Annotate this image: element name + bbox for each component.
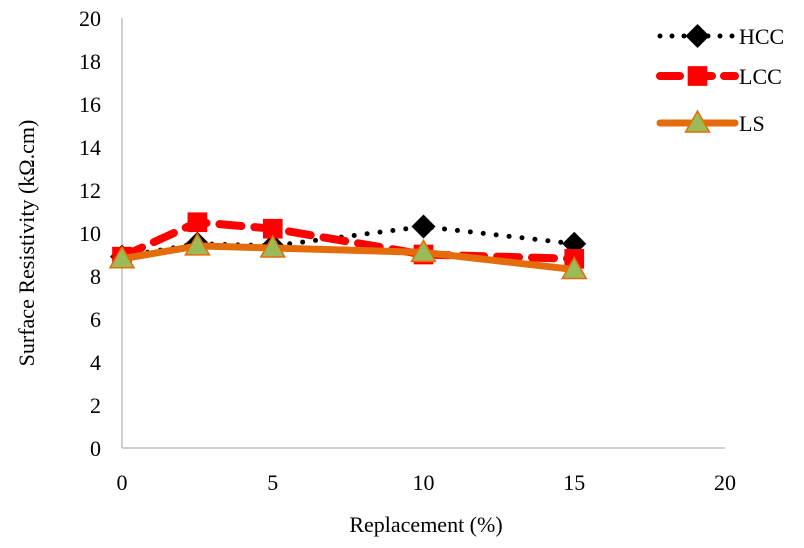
y-tick-label: 4 [90,350,101,375]
x-tick-label: 20 [714,470,736,495]
series-layer [110,212,586,278]
y-tick-label: 12 [79,178,101,203]
legend-item-ls: LS [660,111,765,136]
y-tick-label: 16 [79,92,101,117]
y-tick-label: 14 [79,135,101,160]
lcc-point [188,212,208,232]
y-axis-ticks: 0 2 4 6 8 10 12 14 16 18 20 [79,6,101,461]
hcc-point [412,215,436,239]
hcc-point [686,24,710,48]
x-axis-title: Replacement (%) [349,512,502,537]
legend-label: LCC [739,64,782,89]
y-tick-label: 2 [90,393,101,418]
y-tick-label: 6 [90,307,101,332]
y-tick-label: 8 [90,264,101,289]
y-axis-title: Surface Resistivity (kΩ.cm) [14,120,39,367]
y-tick-label: 0 [90,436,101,461]
lcc-point [688,66,708,86]
x-axis-ticks: 0 5 10 15 20 [117,470,737,495]
legend: HCC LCC LS [660,24,784,136]
y-tick-label: 18 [79,49,101,74]
legend-item-lcc: LCC [660,64,782,89]
x-tick-label: 15 [563,470,585,495]
y-tick-label: 10 [79,221,101,246]
y-tick-label: 20 [79,6,101,31]
x-tick-label: 0 [117,470,128,495]
x-tick-label: 10 [413,470,435,495]
x-tick-label: 5 [267,470,278,495]
legend-label: HCC [739,24,784,49]
legend-label: LS [739,111,765,136]
legend-item-hcc: HCC [660,24,784,49]
